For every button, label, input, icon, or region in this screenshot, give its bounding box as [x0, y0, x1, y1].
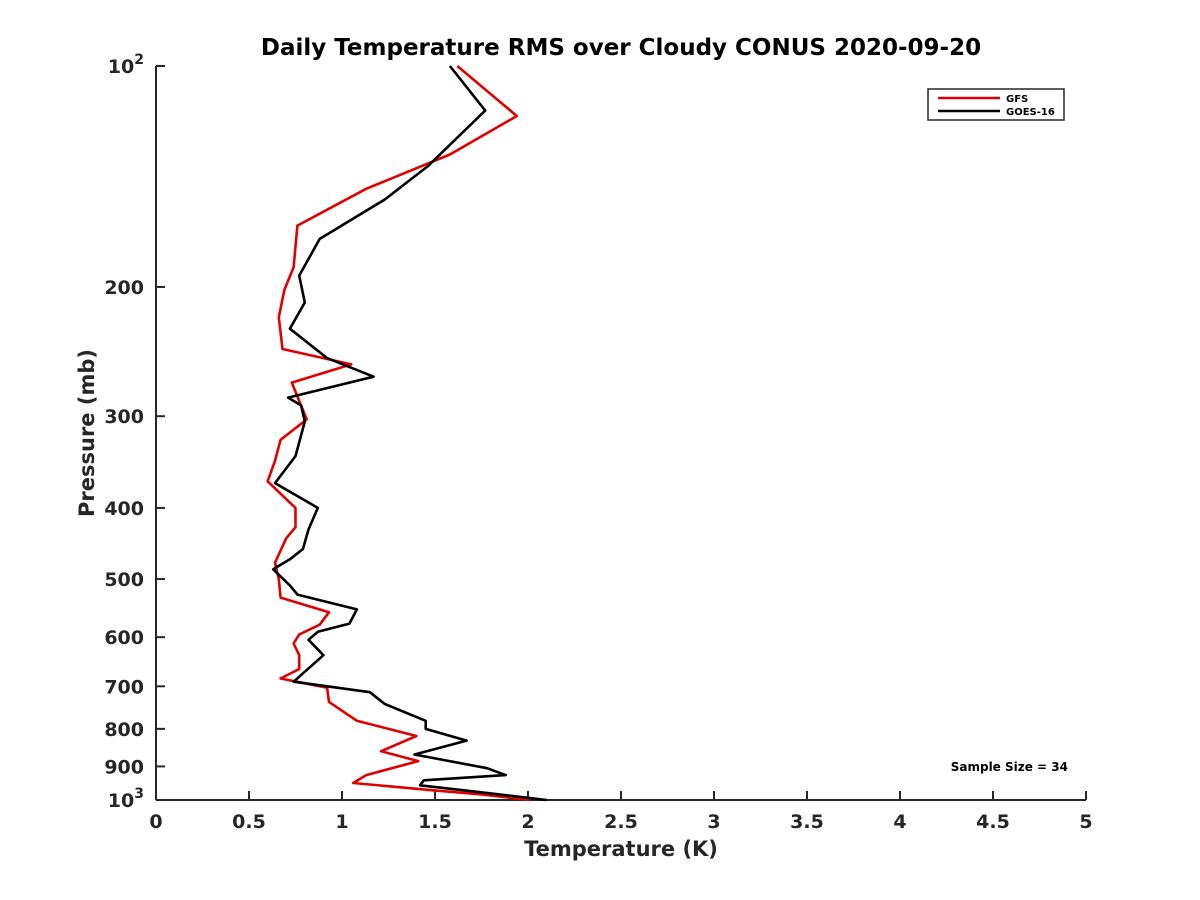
x-tick-label: 1	[335, 811, 348, 833]
x-tick-label: 1.5	[418, 811, 452, 833]
y-tick-label: 800	[104, 719, 144, 741]
y-tick-label: 200	[104, 277, 144, 299]
sample-size-annotation: Sample Size = 34	[951, 760, 1068, 774]
x-axis-ticks: 0 0.5 1 1.5 2 2.5 3 3.5 4 4.5 5	[149, 791, 1093, 833]
y-tick-label: 102	[108, 52, 144, 78]
chart-title: Daily Temperature RMS over Cloudy CONUS …	[261, 35, 981, 61]
x-tick-label: 3.5	[790, 811, 824, 833]
y-axis-label: Pressure (mb)	[75, 349, 99, 517]
x-tick-label: 2.5	[604, 811, 638, 833]
y-tick-label: 500	[104, 569, 144, 591]
x-tick-label: 3	[707, 811, 720, 833]
y-axis-ticks: 102 200 300 400 500 600 700 800 900 103	[104, 52, 165, 812]
x-tick-label: 5	[1079, 811, 1092, 833]
series-lines	[266, 65, 547, 802]
y-tick-label: 103	[108, 786, 144, 812]
x-tick-label: 0.5	[232, 811, 266, 833]
y-tick-label: 300	[104, 406, 144, 428]
x-tick-label: 4	[893, 811, 906, 833]
legend-items: GFS GOES-16	[938, 94, 1055, 118]
plot-area: 0 0.5 1 1.5 2 2.5 3 3.5 4 4.5 5 102 200 300 400 500 600…	[104, 52, 1092, 833]
series-line-goes-16	[271, 65, 547, 802]
series-line-gfs	[266, 65, 531, 802]
y-tick-label: 700	[104, 676, 144, 698]
legend-label: GFS	[1006, 94, 1028, 105]
y-tick-label: 400	[104, 498, 144, 520]
x-tick-label: 0	[149, 811, 162, 833]
y-tick-label: 900	[104, 756, 144, 778]
x-axis-label: Temperature (K)	[524, 837, 718, 861]
y-tick-label: 600	[104, 627, 144, 649]
x-tick-label: 2	[521, 811, 534, 833]
x-tick-label: 4.5	[976, 811, 1010, 833]
legend-box	[927, 88, 1065, 121]
legend: GFS GOES-16	[927, 88, 1065, 121]
legend-label: GOES-16	[1006, 107, 1055, 118]
